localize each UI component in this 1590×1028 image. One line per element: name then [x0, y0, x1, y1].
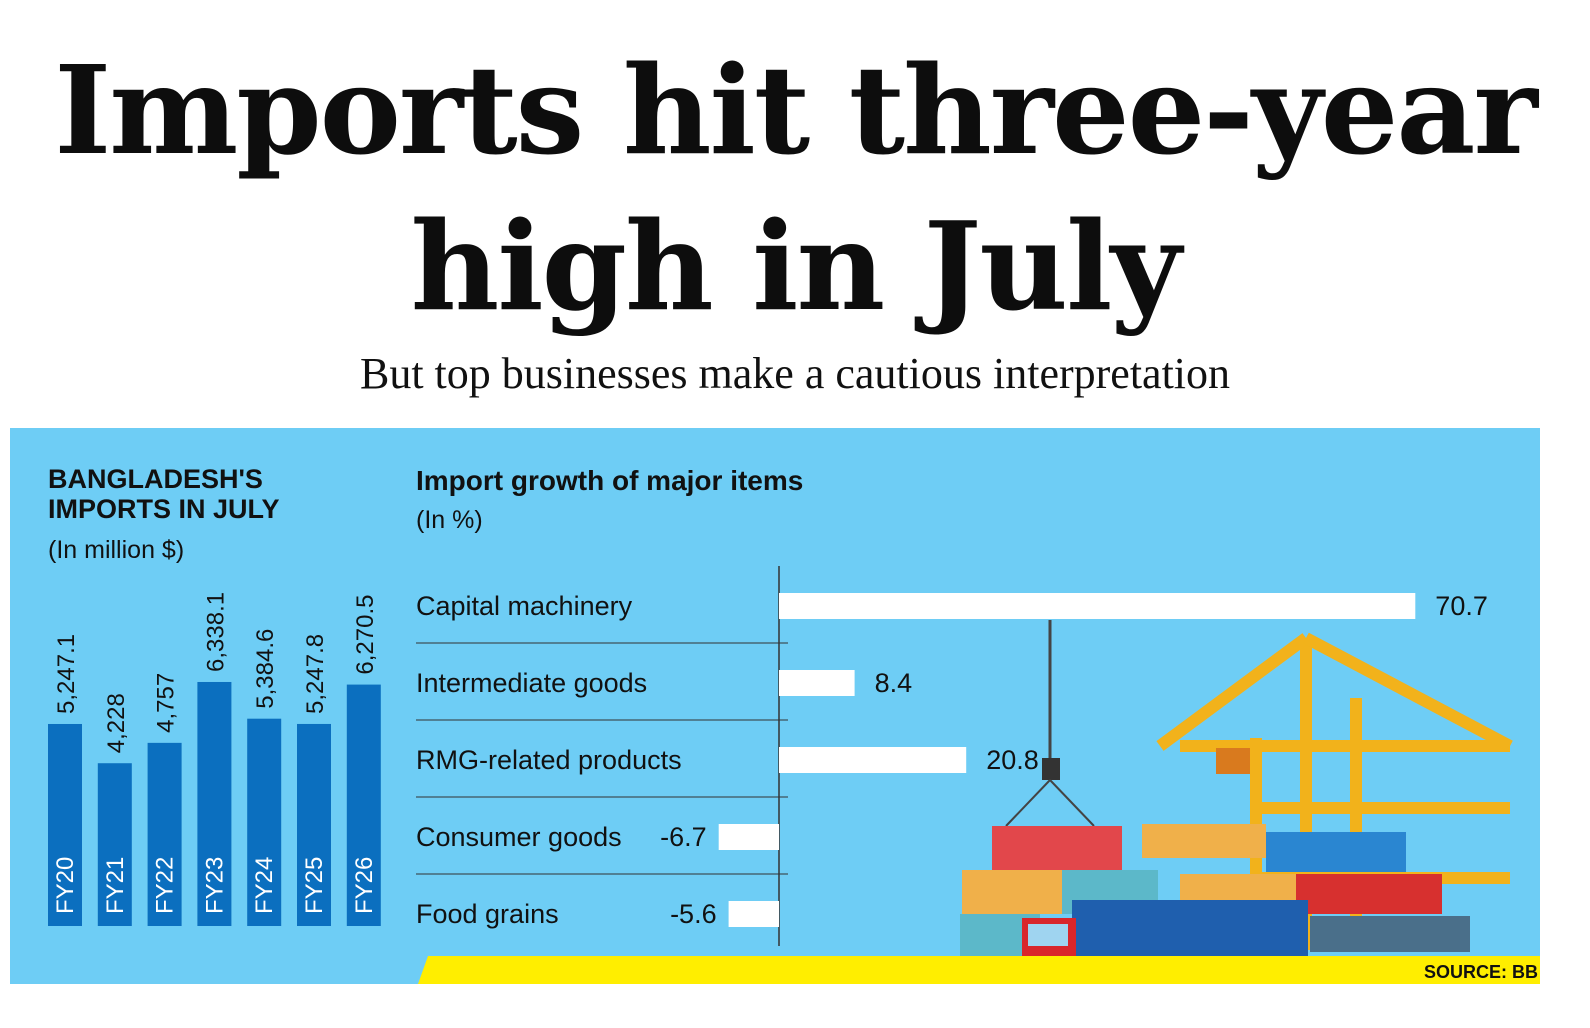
growth-bar — [779, 670, 855, 696]
growth-chart-unit: (In %) — [416, 506, 483, 534]
growth-value-label: 8.4 — [875, 668, 913, 698]
imports-bar-fy25 — [297, 723, 331, 926]
imports-bar-fy21 — [97, 763, 132, 926]
growth-bar — [718, 824, 779, 850]
growth-chart-title: Import growth of major items — [416, 465, 803, 496]
imports-category-label: FY22 — [152, 857, 179, 914]
imports-value-label: 6,338.1 — [202, 592, 229, 672]
imports-category-label: FY21 — [102, 857, 129, 914]
imports-bars: FY20 5,247.1 FY21 4,228 FY22 4,757 FY23 6,338.1… — [48, 592, 381, 926]
headline-line-2: high in July — [410, 194, 1182, 338]
growth-category-label: Consumer goods — [416, 822, 622, 852]
imports-category-label: FY20 — [52, 857, 79, 914]
footer-strip — [418, 956, 1540, 984]
imports-value-label: 4,757 — [153, 673, 180, 733]
growth-category-label: Food grains — [416, 899, 559, 929]
imports-value-label: 5,384.6 — [252, 629, 279, 709]
growth-category-label: RMG-related products — [416, 745, 682, 775]
growth-bars: Capital machinery 70.7 Intermediate goods 8… — [416, 591, 1488, 929]
imports-category-label: FY26 — [351, 857, 378, 914]
growth-value-label: -5.6 — [670, 899, 717, 929]
imports-chart-title-line-1: BANGLADESH'S — [48, 464, 263, 494]
infographic-svg: BANGLADESH'S IMPORTS IN JULY (In million… — [48, 464, 1540, 984]
imports-value-label: 5,247.1 — [53, 634, 80, 714]
growth-category-label: Intermediate goods — [416, 668, 647, 698]
growth-bar — [779, 593, 1416, 619]
imports-value-label: 6,270.5 — [352, 595, 379, 675]
imports-bar-fy26 — [346, 684, 381, 926]
source-label: SOURCE: BB — [1424, 962, 1538, 982]
growth-value-label: 70.7 — [1435, 591, 1488, 621]
headline-subtitle: But top businesses make a cautious inter… — [359, 349, 1231, 398]
imports-value-label: 5,247.8 — [302, 634, 329, 714]
imports-chart-unit: (In million $) — [48, 536, 184, 564]
growth-value-label: -6.7 — [660, 822, 707, 852]
imports-chart-title-line-2: IMPORTS IN JULY — [48, 494, 280, 524]
imports-bar-fy22 — [147, 742, 182, 926]
imports-category-label: FY23 — [201, 857, 228, 914]
port-crane-illustration — [960, 620, 1513, 984]
imports-category-label: FY25 — [301, 857, 328, 914]
imports-bar-fy23 — [197, 681, 232, 926]
imports-category-label: FY24 — [251, 857, 278, 914]
infographic-panel: BANGLADESH'S IMPORTS IN JULY (In million… — [10, 428, 1540, 984]
imports-bar-fy24 — [247, 718, 282, 926]
imports-bar-fy20 — [48, 723, 82, 926]
imports-value-label: 4,228 — [103, 693, 130, 753]
growth-bar — [728, 901, 779, 927]
growth-value-label: 20.8 — [986, 745, 1039, 775]
growth-category-label: Capital machinery — [416, 591, 633, 621]
headline-line-1: Imports hit three-year — [54, 38, 1538, 182]
growth-bar — [779, 747, 967, 773]
